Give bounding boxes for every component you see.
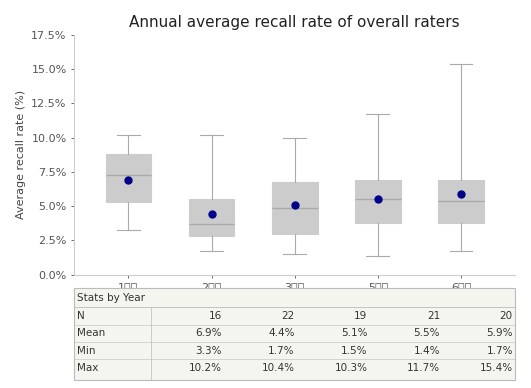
Text: 1.7%: 1.7% <box>486 346 513 356</box>
Text: 11.7%: 11.7% <box>407 363 440 373</box>
Text: 1.5%: 1.5% <box>341 346 367 356</box>
Text: 22: 22 <box>281 311 295 321</box>
PathPatch shape <box>272 182 318 234</box>
Text: 16: 16 <box>209 311 222 321</box>
X-axis label: year: year <box>282 298 307 308</box>
Text: 5.1%: 5.1% <box>341 328 367 338</box>
Text: 10.4%: 10.4% <box>262 363 295 373</box>
Text: 5.9%: 5.9% <box>486 328 513 338</box>
Title: Annual average recall rate of overall raters: Annual average recall rate of overall ra… <box>130 15 460 29</box>
Text: 6.9%: 6.9% <box>195 328 222 338</box>
Text: N: N <box>76 311 84 321</box>
Text: 1.7%: 1.7% <box>268 346 295 356</box>
PathPatch shape <box>106 154 151 202</box>
Text: 15.4%: 15.4% <box>479 363 513 373</box>
Text: 21: 21 <box>427 311 440 321</box>
PathPatch shape <box>438 180 484 223</box>
Text: 20: 20 <box>500 311 513 321</box>
Y-axis label: Average recall rate (%): Average recall rate (%) <box>16 90 26 219</box>
Text: Stats by Year: Stats by Year <box>76 293 144 303</box>
Text: 10.3%: 10.3% <box>335 363 367 373</box>
PathPatch shape <box>189 199 234 236</box>
Text: 5.5%: 5.5% <box>414 328 440 338</box>
Text: Max: Max <box>76 363 98 373</box>
Text: 3.3%: 3.3% <box>195 346 222 356</box>
Text: 4.4%: 4.4% <box>268 328 295 338</box>
Text: 10.2%: 10.2% <box>189 363 222 373</box>
Text: Mean: Mean <box>76 328 105 338</box>
Text: 19: 19 <box>354 311 367 321</box>
PathPatch shape <box>355 180 401 223</box>
Text: Min: Min <box>76 346 95 356</box>
Text: 1.4%: 1.4% <box>414 346 440 356</box>
